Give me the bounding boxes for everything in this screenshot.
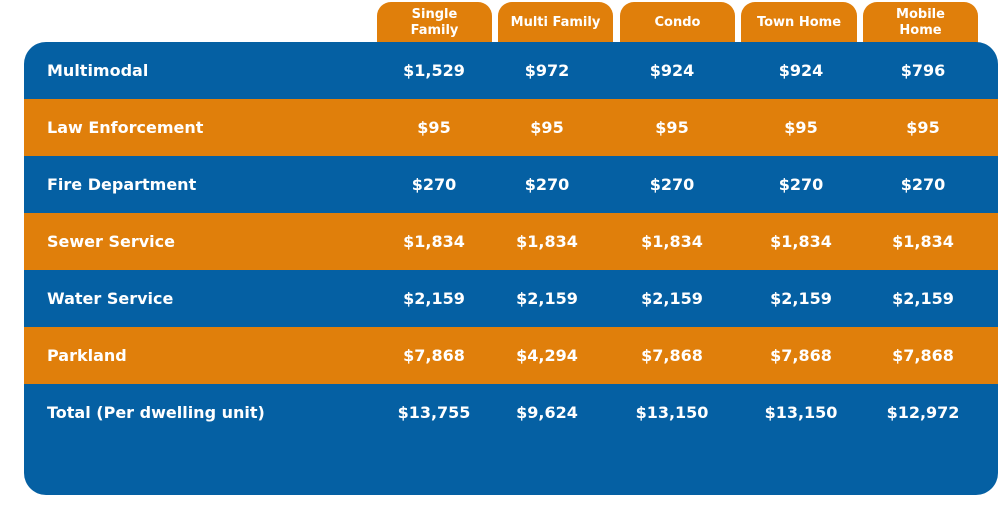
cell-multi-family: $1,834	[516, 232, 578, 251]
cell-mobile-home: $2,159	[892, 289, 954, 308]
cell-single-family: $270	[411, 175, 457, 194]
cell-single-family: $13,755	[397, 403, 471, 422]
row-label: Multimodal	[47, 61, 149, 80]
cell-condo: $95	[655, 118, 689, 137]
cell-town-home: $7,868	[770, 346, 832, 365]
cell-mobile-home: $1,834	[892, 232, 954, 251]
row-label: Fire Department	[47, 175, 197, 194]
cell-multi-family: $2,159	[516, 289, 578, 308]
cell-condo: $1,834	[641, 232, 703, 251]
row-label: Water Service	[47, 289, 174, 308]
table-body: Multimodal $1,529 $972 $924 $924 $796 La…	[24, 42, 998, 495]
column-header-mobile-home: Mobile Home	[863, 2, 978, 48]
cell-multi-family: $972	[524, 61, 570, 80]
cell-condo: $13,150	[635, 403, 709, 422]
table-row-parkland: Parkland $7,868 $4,294 $7,868 $7,868 $7,…	[24, 327, 998, 384]
cell-condo: $2,159	[641, 289, 703, 308]
cell-town-home: $270	[778, 175, 824, 194]
column-header-multi-family: Multi Family	[498, 2, 613, 48]
cell-single-family: $7,868	[403, 346, 465, 365]
cell-town-home: $95	[784, 118, 818, 137]
cell-single-family: $2,159	[403, 289, 465, 308]
cell-multi-family: $95	[530, 118, 564, 137]
cell-mobile-home: $796	[900, 61, 946, 80]
cell-single-family: $95	[417, 118, 451, 137]
cell-town-home: $924	[778, 61, 824, 80]
cell-multi-family: $9,624	[516, 403, 578, 422]
table-row-fire-department: Fire Department $270 $270 $270 $270 $270	[24, 156, 998, 213]
table-row-law-enforcement: Law Enforcement $95 $95 $95 $95 $95	[24, 99, 998, 156]
cell-condo: $270	[649, 175, 695, 194]
cell-multi-family: $270	[524, 175, 570, 194]
cell-condo: $7,868	[641, 346, 703, 365]
row-label: Law Enforcement	[47, 118, 204, 137]
cell-mobile-home: $7,868	[892, 346, 954, 365]
cell-town-home: $13,150	[764, 403, 838, 422]
row-label: Sewer Service	[47, 232, 175, 251]
table-row-sewer-service: Sewer Service $1,834 $1,834 $1,834 $1,83…	[24, 213, 998, 270]
column-header-town-home: Town Home	[741, 2, 857, 48]
row-label: Parkland	[47, 346, 127, 365]
cell-mobile-home: $12,972	[886, 403, 960, 422]
cell-condo: $924	[649, 61, 695, 80]
table-row-total: Total (Per dwelling unit) $13,755 $9,624…	[24, 384, 998, 441]
table-row-multimodal: Multimodal $1,529 $972 $924 $924 $796	[24, 42, 998, 99]
cell-town-home: $2,159	[770, 289, 832, 308]
cell-single-family: $1,529	[403, 61, 465, 80]
cell-town-home: $1,834	[770, 232, 832, 251]
cell-multi-family: $4,294	[516, 346, 578, 365]
table-row-water-service: Water Service $2,159 $2,159 $2,159 $2,15…	[24, 270, 998, 327]
row-label: Total (Per dwelling unit)	[47, 403, 265, 422]
cell-mobile-home: $270	[900, 175, 946, 194]
column-header-single-family: Single Family	[377, 2, 492, 48]
cell-single-family: $1,834	[403, 232, 465, 251]
column-header-condo: Condo	[620, 2, 735, 48]
cell-mobile-home: $95	[906, 118, 940, 137]
